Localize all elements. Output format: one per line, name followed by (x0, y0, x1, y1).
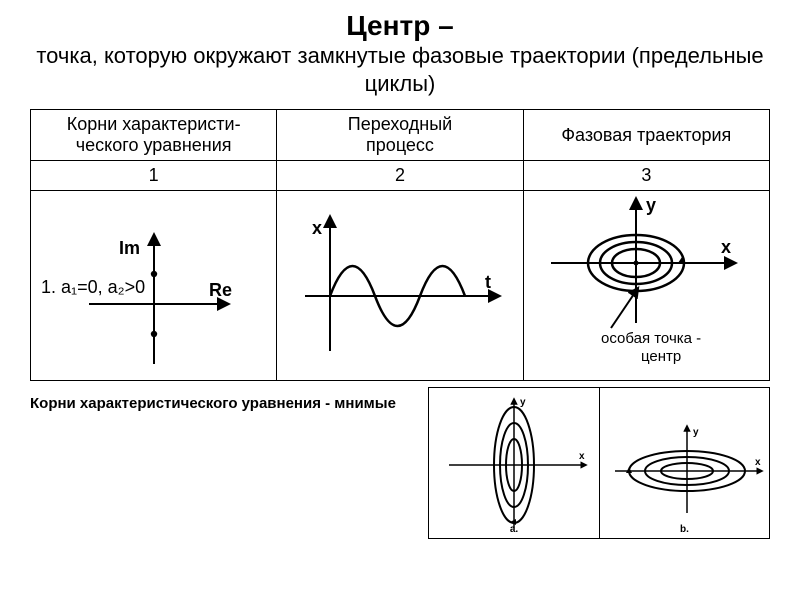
re-label: Re (209, 280, 232, 300)
caption-text: Корни характеристического уравнения - мн… (30, 387, 418, 412)
transient-diagram: x t (290, 206, 510, 366)
sub-diagram-b: x y (605, 393, 765, 533)
lower-row: Корни характеристического уравнения - мн… (30, 387, 770, 539)
sub-a-y: y (520, 397, 526, 408)
sub-label-a: a. (510, 524, 518, 535)
sub-label-b: b. (680, 524, 689, 535)
sub-boxes: x y a. x y b (428, 387, 770, 539)
title-block: Центр – точка, которую окружают замкнуты… (0, 0, 800, 105)
sub-diagram-a: x y (434, 393, 594, 533)
cell-transient: x t (277, 191, 523, 381)
number-row: 1 2 3 (31, 161, 770, 191)
sub-box-b: x y b. (599, 388, 769, 538)
col-num-3: 3 (523, 161, 769, 191)
sub-box-a: x y a. (429, 388, 599, 538)
header-3: Фазовая траектория (523, 110, 769, 161)
sub-b-x: x (755, 457, 761, 468)
col-num-2: 2 (277, 161, 523, 191)
main-table: Корни характеристи- ческого уравнения Пе… (30, 109, 770, 381)
diagram-row: 1. a₁=0, a₂>0 Im Re (31, 191, 770, 381)
title-main: Центр – (346, 10, 453, 41)
phase-note-1: особая точка - (601, 330, 701, 347)
phase-x-label: x (721, 237, 731, 257)
im-label: Im (119, 238, 140, 258)
phase-y-label: y (646, 195, 656, 215)
phase-note-2: центр (641, 348, 681, 365)
header-1: Корни характеристи- ческого уравнения (31, 110, 277, 161)
roots-diagram: Im Re (64, 224, 244, 374)
phase-diagram: x y особая точка - центр (531, 193, 761, 378)
header-row: Корни характеристи- ческого уравнения Пе… (31, 110, 770, 161)
title-sub: точка, которую окружают замкнутые фазовы… (20, 42, 780, 97)
header-2: Переходный процесс (277, 110, 523, 161)
col-num-1: 1 (31, 161, 277, 191)
cell-phase: x y особая точка - центр (523, 191, 769, 381)
cell-roots: 1. a₁=0, a₂>0 Im Re (31, 191, 277, 381)
x-axis-label: x (312, 218, 322, 238)
t-axis-label: t (485, 272, 491, 292)
sub-a-x: x (579, 451, 585, 462)
sub-b-y: y (693, 427, 699, 438)
